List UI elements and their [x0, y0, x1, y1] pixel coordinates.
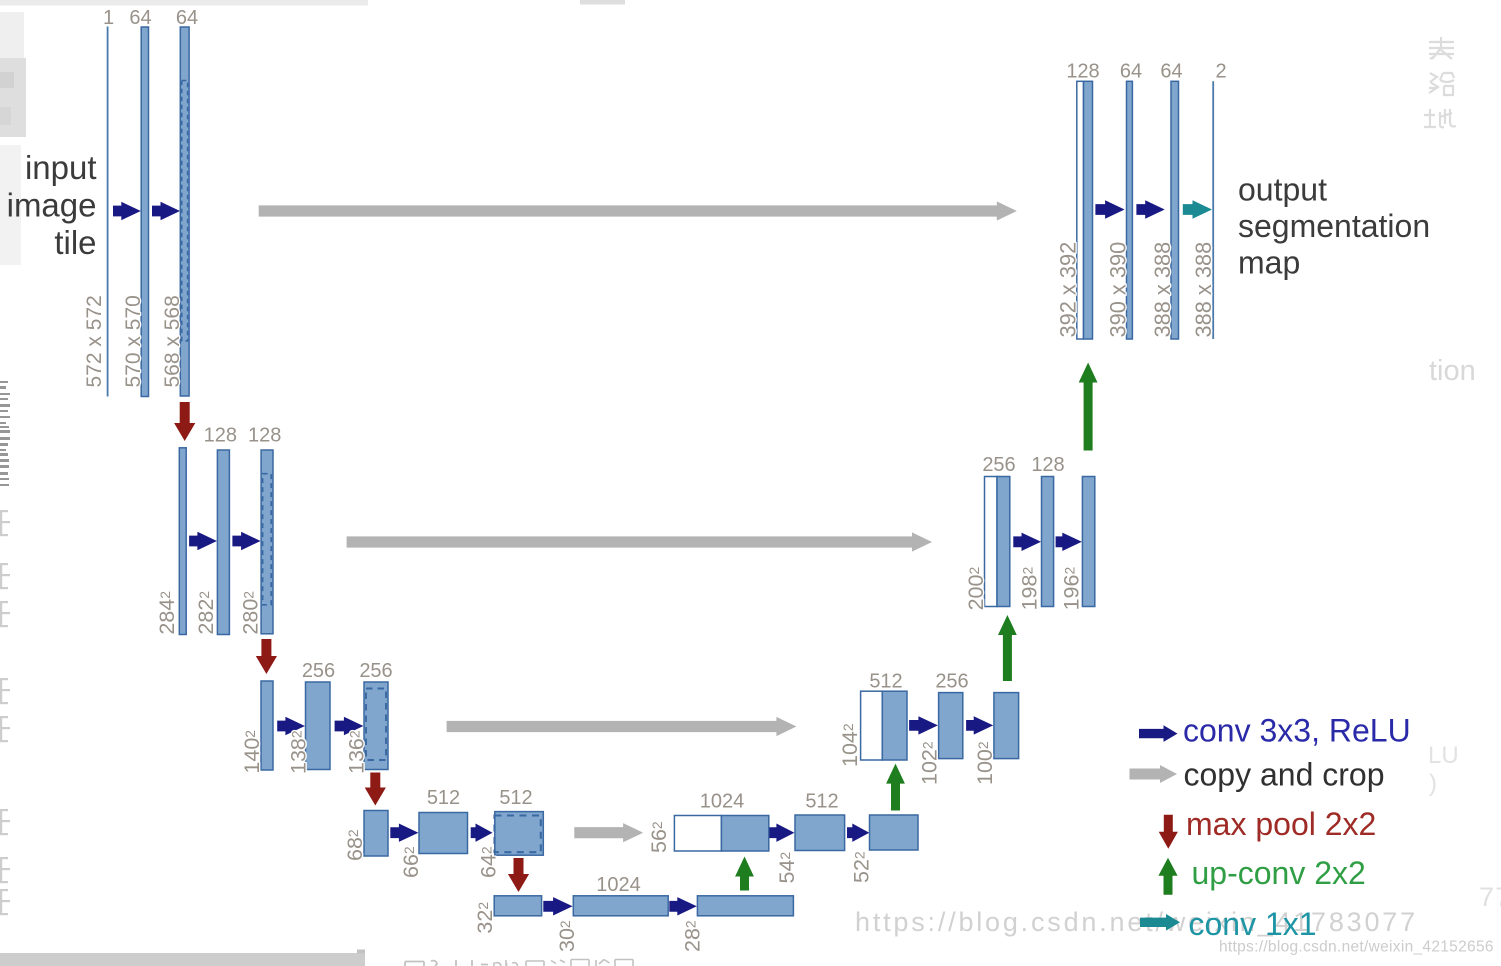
svg-text:542: 542	[775, 852, 799, 884]
svg-text:390 x 390: 390 x 390	[1106, 242, 1131, 338]
svg-text:conv 3x3, ReLU: conv 3x3, ReLU	[1183, 713, 1411, 749]
svg-text:256: 256	[359, 660, 392, 682]
svg-text:up-conv 2x2: up-conv 2x2	[1192, 855, 1366, 891]
svg-text:1: 1	[103, 7, 114, 29]
svg-text:128: 128	[204, 425, 237, 447]
svg-text:tile: tile	[54, 224, 96, 261]
svg-text:1042: 1042	[838, 723, 862, 767]
svg-text:64: 64	[1120, 61, 1142, 83]
svg-text:input: input	[25, 149, 97, 186]
svg-text:https://blog.csdn.net/weixin_4: https://blog.csdn.net/weixin_41783077	[855, 907, 1418, 937]
svg-text:568 x 568: 568 x 568	[161, 295, 184, 387]
svg-text:512: 512	[499, 787, 532, 809]
svg-text:conv 1x1: conv 1x1	[1189, 906, 1317, 942]
svg-text:392 x 392: 392 x 392	[1056, 242, 1081, 338]
svg-text:302: 302	[555, 920, 579, 952]
svg-text:1982: 1982	[1018, 567, 1042, 611]
svg-text:64: 64	[176, 7, 198, 29]
svg-text:2842: 2842	[155, 591, 179, 635]
svg-text:2822: 2822	[194, 591, 218, 635]
svg-text:max pool 2x2: max pool 2x2	[1186, 806, 1376, 842]
svg-text:128: 128	[1031, 454, 1064, 476]
svg-text:512: 512	[805, 791, 838, 813]
svg-text:map: map	[1238, 245, 1300, 281]
svg-text:output: output	[1238, 172, 1327, 208]
svg-text:copy and crop: copy and crop	[1184, 757, 1385, 793]
svg-text:1024: 1024	[596, 874, 641, 896]
svg-text:256: 256	[302, 660, 335, 682]
svg-text:522: 522	[850, 851, 874, 883]
svg-text:): )	[1429, 770, 1437, 797]
svg-text:388 x 388: 388 x 388	[1150, 242, 1175, 338]
svg-text:https://blog.csdn.net/weixin_4: https://blog.csdn.net/weixin_42152656	[1219, 939, 1494, 956]
svg-text:64: 64	[1160, 61, 1182, 83]
svg-text:LU: LU	[1428, 742, 1459, 769]
svg-text:128: 128	[1066, 61, 1099, 83]
svg-text:2802: 2802	[238, 591, 262, 635]
svg-text:570 x 570: 570 x 570	[122, 295, 145, 387]
svg-text:128: 128	[248, 425, 281, 447]
svg-text:512: 512	[869, 670, 902, 692]
svg-text:282: 282	[681, 920, 705, 952]
svg-text:662: 662	[399, 846, 423, 878]
svg-text:256: 256	[982, 454, 1015, 476]
svg-text:1024: 1024	[700, 791, 745, 813]
svg-text:388 x 388: 388 x 388	[1191, 242, 1216, 338]
svg-text:image: image	[7, 187, 97, 224]
svg-text:1962: 1962	[1060, 567, 1084, 611]
svg-text:572 x 572: 572 x 572	[83, 295, 106, 387]
svg-text:77: 77	[1479, 882, 1501, 912]
svg-text:256: 256	[935, 670, 968, 692]
svg-text:tion: tion	[1429, 355, 1476, 387]
svg-text:1002: 1002	[973, 741, 997, 785]
svg-text:682: 682	[343, 829, 367, 861]
svg-text:segmentation: segmentation	[1238, 208, 1430, 244]
svg-text:562: 562	[647, 821, 671, 853]
svg-text:2: 2	[1215, 61, 1226, 83]
svg-text:512: 512	[427, 787, 460, 809]
svg-text:64: 64	[129, 7, 151, 29]
